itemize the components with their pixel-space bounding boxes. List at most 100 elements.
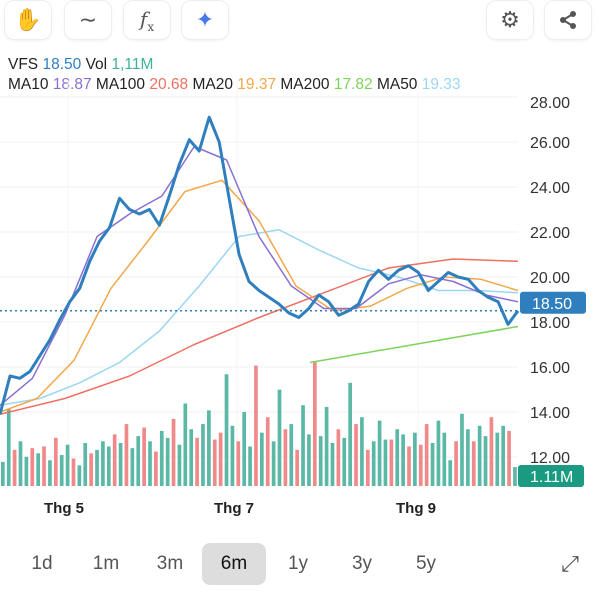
indicator-button[interactable]: fx — [123, 0, 171, 40]
ma50-label: MA50 — [376, 76, 418, 93]
volume-bar — [365, 449, 370, 486]
range-5y[interactable]: 5y — [415, 553, 437, 574]
volume-bar — [424, 424, 429, 486]
volume-bar — [171, 418, 176, 486]
volume-bar — [254, 365, 258, 486]
expand-icon: ⤢ — [561, 551, 579, 576]
quote-line: VFS 18.50 Vol 1,11M — [8, 56, 153, 74]
volume-bar — [418, 444, 423, 486]
volume-bar — [395, 429, 400, 486]
volume-bar — [513, 467, 517, 486]
volume-bar — [195, 437, 199, 486]
x-tick: Thg 9 — [396, 500, 436, 517]
volume-bar — [106, 446, 111, 486]
ma200-line — [309, 325, 519, 364]
volume-bar — [289, 424, 294, 486]
range-3y[interactable]: 3y — [351, 553, 373, 574]
share-icon — [560, 11, 576, 29]
volume-bar — [189, 429, 194, 486]
volume-bar — [360, 417, 364, 486]
volume-bar — [389, 439, 394, 486]
y-tick-label: 18.00 — [530, 315, 570, 332]
volume-bar — [448, 460, 453, 486]
y-tick-label: 16.00 — [530, 360, 570, 377]
symbol: VFS — [8, 56, 39, 73]
volume-bar — [59, 455, 64, 486]
volume-bar — [53, 437, 58, 486]
volume-bar — [124, 424, 129, 486]
volume-bar — [312, 362, 317, 486]
volume-bar — [165, 437, 170, 486]
volume-bar — [295, 449, 300, 486]
ma20-label: MA20 — [192, 76, 233, 93]
volume-bar — [342, 437, 347, 486]
y-tick-label: 22.00 — [530, 225, 570, 242]
y-tick-label: 14.00 — [530, 405, 570, 422]
volume-bar — [383, 439, 388, 486]
volume-bar — [348, 382, 352, 486]
settings-button[interactable]: ⚙ — [486, 0, 534, 40]
volume-bar — [36, 453, 41, 486]
last-price-label: 18.50 — [532, 296, 572, 313]
range-3m[interactable]: 3m — [156, 553, 184, 574]
volume-bar — [77, 465, 82, 486]
volume-bar — [407, 446, 411, 486]
volume-bar — [65, 444, 70, 486]
volume-bar — [301, 405, 305, 486]
function-icon: fx — [139, 6, 155, 34]
volume-bar — [177, 444, 182, 486]
volume-bar — [442, 432, 447, 486]
draw-line-button[interactable]: ∼ — [64, 0, 112, 40]
volume-bar — [277, 389, 282, 486]
volume-value: 1,11M — [111, 56, 154, 73]
volume-bar — [130, 448, 135, 486]
volume-bar — [48, 460, 52, 486]
volume-bar — [466, 429, 470, 486]
ma100-line — [0, 258, 519, 416]
y-tick-label: 12.00 — [530, 450, 570, 467]
volume-bar — [118, 443, 123, 486]
volume-bar — [83, 443, 88, 486]
volume-bar — [430, 443, 435, 486]
volume-bar — [218, 432, 223, 486]
volume-bar — [401, 434, 405, 486]
volume-bar — [318, 436, 323, 486]
last-price: 18.50 — [42, 56, 82, 73]
range-1m[interactable]: 1m — [92, 553, 120, 574]
volume-bar — [354, 424, 358, 486]
ma-legend: MA10 18.87 MA100 20.68 MA20 19.37 MA200 … — [8, 76, 461, 94]
volume-bar — [436, 420, 441, 486]
range-1y[interactable]: 1y — [287, 553, 309, 574]
volume-bar — [42, 446, 46, 486]
volume-bar — [112, 434, 117, 486]
range-selector: 1d 1m 3m 6m 1y 3y 5y ⤢ — [10, 540, 590, 588]
volume-bar — [236, 441, 241, 486]
volume-bar — [101, 441, 105, 486]
volume-bar — [212, 439, 217, 486]
ma10-value: 18.87 — [52, 76, 92, 93]
share-button[interactable] — [544, 0, 592, 40]
volume-bar — [336, 429, 341, 486]
volume-bar — [136, 436, 141, 486]
volume-bar — [1, 461, 5, 486]
volume-bar — [324, 406, 329, 486]
volume-bar — [224, 374, 229, 486]
volume-bar — [265, 417, 270, 486]
volume-bar — [377, 420, 382, 486]
volume-bar — [148, 441, 152, 486]
volume-bar — [30, 448, 35, 486]
ai-analysis-button[interactable]: ✦ — [181, 0, 229, 40]
expand-button[interactable]: ⤢ — [550, 551, 590, 577]
ma20-line — [0, 179, 519, 413]
y-tick-label: 20.00 — [530, 270, 570, 287]
price-chart[interactable]: 28.00 26.00 24.00 22.00 20.00 18.00 16.00 14.00… — [0, 80, 600, 500]
volume-bar — [260, 432, 264, 486]
volume-bar — [159, 430, 164, 486]
range-6m[interactable]: 6m — [202, 543, 266, 585]
hand-tool-button[interactable]: ✋ — [4, 0, 52, 40]
range-1d[interactable]: 1d — [31, 553, 53, 574]
volume-bar — [271, 441, 276, 486]
y-tick-label: 24.00 — [530, 180, 570, 197]
ai-sparkle-icon: ✦ — [195, 7, 215, 32]
volume-bar — [142, 427, 146, 486]
